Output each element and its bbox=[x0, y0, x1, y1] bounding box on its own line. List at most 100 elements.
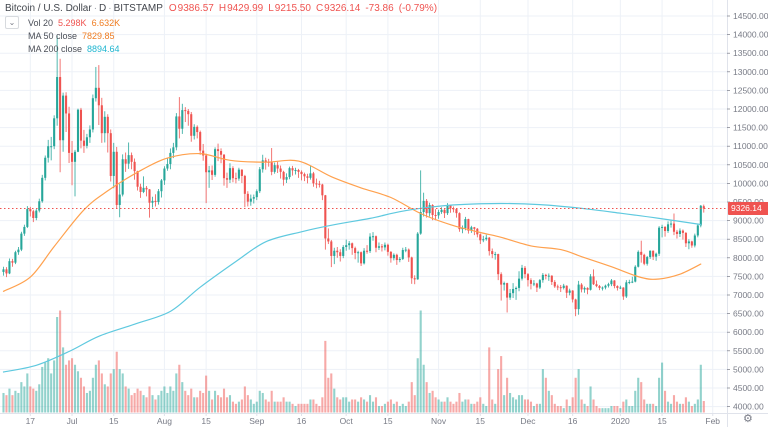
price-tick-label: 10000.00 bbox=[733, 178, 768, 188]
volume-bar bbox=[500, 356, 503, 413]
volume-bar bbox=[32, 388, 35, 413]
candle-body bbox=[35, 210, 38, 218]
candle-body bbox=[8, 261, 11, 274]
candle-body bbox=[193, 126, 196, 136]
candle-body bbox=[616, 286, 619, 288]
ma50-study-row[interactable]: MA 50 close 7829.85 bbox=[28, 29, 438, 42]
volume-bar bbox=[181, 382, 184, 413]
symbol-header[interactable]: Bitcoin / U.S. Dollar · D · BITSTAMP O9386.57… bbox=[5, 2, 438, 16]
candle-body bbox=[699, 205, 702, 226]
candle-body bbox=[482, 239, 485, 241]
volume-bar bbox=[485, 405, 488, 413]
volume-bar bbox=[598, 408, 601, 413]
settings-gear-icon[interactable]: ⚙ bbox=[743, 413, 753, 425]
price-tick-label: 14500.00 bbox=[733, 11, 768, 21]
volume-bar bbox=[255, 401, 258, 413]
volume-bar bbox=[366, 401, 369, 413]
price-tick-label: 4000.00 bbox=[733, 402, 764, 412]
symbol-name[interactable]: Bitcoin / U.S. Dollar bbox=[5, 3, 92, 14]
candle-body bbox=[327, 238, 330, 242]
volume-bar bbox=[664, 390, 667, 413]
volume-bar bbox=[476, 401, 479, 413]
candle-body bbox=[50, 146, 53, 148]
volume-bar bbox=[586, 405, 589, 413]
volume-bar bbox=[655, 405, 658, 413]
volume-bar bbox=[70, 358, 74, 413]
volume-bar bbox=[154, 399, 157, 413]
close-value: 9326.14 bbox=[324, 3, 361, 14]
candle-body bbox=[330, 241, 333, 256]
candle-body bbox=[509, 293, 512, 298]
exchange-label[interactable]: BITSTAMP bbox=[113, 3, 163, 14]
chevron-down-icon[interactable]: ⌄ bbox=[5, 16, 19, 29]
volume-bar bbox=[264, 399, 267, 413]
volume-bar bbox=[681, 403, 684, 413]
volume-bar bbox=[211, 399, 214, 413]
candle-body bbox=[336, 250, 339, 253]
candle-body bbox=[634, 266, 637, 282]
candle-body bbox=[309, 173, 312, 178]
volume-bar bbox=[38, 384, 41, 413]
candle-body bbox=[345, 245, 348, 248]
volume-bar bbox=[273, 401, 276, 413]
volume-bar bbox=[604, 408, 607, 413]
candle-body bbox=[464, 219, 467, 229]
candle-body bbox=[225, 178, 229, 180]
volume-bar bbox=[434, 397, 437, 413]
volume-bar bbox=[345, 397, 348, 413]
volume-study-row[interactable]: ⌄ Vol 20 5.298K 6.632K bbox=[5, 16, 438, 29]
candle-body bbox=[318, 183, 321, 185]
candle-body bbox=[354, 248, 357, 253]
volume-bar bbox=[157, 395, 160, 413]
price-tick-label: 6500.00 bbox=[733, 309, 764, 319]
candle-body bbox=[142, 187, 145, 192]
candle-body bbox=[494, 254, 497, 256]
candle-body bbox=[398, 258, 401, 261]
volume-bar bbox=[658, 377, 661, 413]
volume-bar bbox=[285, 401, 288, 413]
candle-body bbox=[488, 237, 491, 252]
candle-body bbox=[440, 209, 443, 213]
high-value: 9429.99 bbox=[227, 3, 264, 14]
volume-bar bbox=[622, 401, 625, 413]
candle-body bbox=[541, 274, 544, 281]
last-price-label: 9326.14 bbox=[728, 201, 768, 215]
candle-body bbox=[392, 254, 395, 259]
volume-bar bbox=[532, 405, 535, 413]
volume-bar bbox=[693, 403, 696, 413]
candle-body bbox=[288, 168, 291, 178]
candle-body bbox=[506, 283, 509, 298]
volume-bar bbox=[94, 364, 97, 413]
volume-bar bbox=[121, 373, 124, 413]
candle-body bbox=[47, 146, 50, 158]
volume-bar bbox=[675, 401, 679, 413]
candle-body bbox=[428, 204, 431, 214]
volume-bar bbox=[270, 390, 273, 413]
volume-bar bbox=[85, 392, 88, 413]
candle-body bbox=[446, 205, 449, 214]
volume-bar bbox=[407, 401, 410, 413]
volume-bar bbox=[50, 373, 53, 413]
candle-body bbox=[386, 244, 389, 252]
interval-label[interactable]: D bbox=[99, 3, 107, 14]
volume-bar bbox=[401, 403, 404, 413]
volume-bar bbox=[625, 399, 628, 413]
volume-bar bbox=[449, 401, 452, 413]
low-value: 9215.50 bbox=[274, 3, 311, 14]
volume-bar bbox=[23, 386, 26, 413]
candle-body bbox=[640, 251, 643, 255]
volume-bar bbox=[297, 403, 300, 413]
ma200-study-row[interactable]: MA 200 close 8894.64 bbox=[28, 42, 438, 55]
candle-body bbox=[157, 191, 160, 202]
time-axis[interactable] bbox=[0, 413, 727, 427]
volume-bar bbox=[506, 377, 509, 413]
volume-bar bbox=[559, 405, 562, 413]
candle-body bbox=[217, 149, 220, 152]
candle-body bbox=[246, 193, 249, 202]
candle-body bbox=[675, 231, 679, 234]
volume-bar bbox=[628, 405, 631, 413]
candle-body bbox=[687, 241, 690, 244]
volume-bar bbox=[124, 386, 127, 413]
candle-body bbox=[163, 168, 166, 181]
